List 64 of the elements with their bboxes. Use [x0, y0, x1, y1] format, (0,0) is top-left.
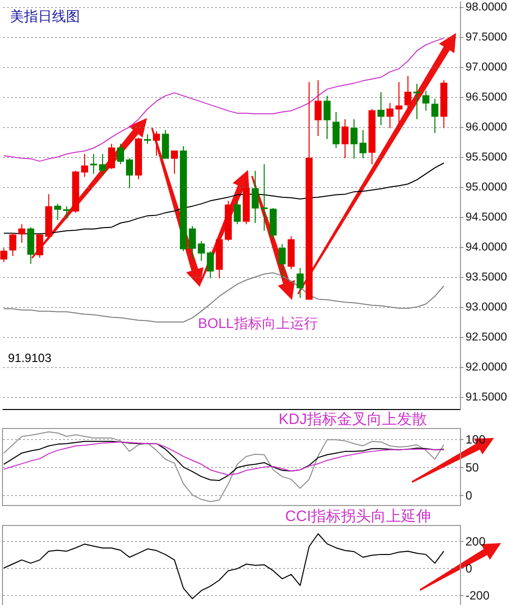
candlestick [324, 95, 331, 140]
y-tick-label: 94.5000 [466, 212, 508, 224]
y-tick-label: 98.0000 [466, 2, 508, 14]
candlestick [350, 118, 358, 160]
candlestick [296, 268, 304, 298]
candlestick [377, 92, 384, 126]
candlestick [162, 130, 169, 159]
y-tick-label: -200 [466, 588, 490, 602]
candlestick [117, 143, 124, 165]
candlestick [314, 80, 322, 136]
y-tick-label: 92.5000 [466, 332, 508, 344]
candlestick [404, 76, 412, 114]
y-tick-label: 93.0000 [466, 302, 508, 314]
y-tick-label: 0 [466, 488, 472, 502]
candlestick [260, 164, 268, 232]
chart-title: KDJ指标金叉向上发散 [278, 411, 428, 428]
candlestick [81, 154, 88, 178]
candlestick [152, 130, 160, 156]
candlestick [18, 224, 26, 244]
candlestick [9, 232, 16, 256]
candlestick [198, 240, 205, 262]
candlestick [99, 154, 106, 176]
candlestick [431, 98, 438, 134]
y-tick-label: 200 [466, 534, 486, 549]
candlestick [234, 200, 241, 225]
chart-title: CCI指标拐头向上延伸 [285, 508, 432, 525]
candlestick [395, 82, 402, 132]
candlestick [126, 158, 134, 189]
candlestick [54, 203, 62, 220]
line-series [3, 38, 444, 162]
candlestick [63, 206, 70, 220]
candlestick [90, 154, 98, 174]
candlestick [360, 130, 367, 159]
candlestick [188, 226, 196, 260]
y-tick-label: 96.5000 [466, 92, 508, 104]
candlestick [36, 233, 44, 258]
y-tick-label: 94.0000 [466, 242, 508, 254]
candlestick [170, 150, 178, 174]
candlestick [386, 102, 394, 129]
candlestick [422, 90, 430, 112]
candlestick [278, 244, 286, 279]
candlestick [342, 118, 349, 159]
y-tick-label: 50 [466, 460, 480, 475]
y-tick-label: 95.0000 [466, 182, 508, 194]
y-tick-label: 91.5000 [466, 392, 508, 404]
candlestick [206, 250, 214, 279]
candlestick [144, 134, 151, 144]
annotation: 91.9103 [8, 351, 52, 365]
candlestick [108, 143, 116, 170]
candlestick [0, 248, 8, 262]
y-tick-label: 95.5000 [466, 152, 508, 164]
y-tick-label: 97.0000 [466, 62, 508, 74]
y-tick-label: 92.0000 [466, 362, 508, 374]
text: 美指日线图 [10, 8, 80, 24]
candlestick [252, 170, 259, 224]
line-series [3, 533, 444, 600]
y-tick-label: 100 [466, 432, 486, 447]
candlestick [332, 112, 340, 148]
y-tick-label: 96.0000 [466, 122, 508, 134]
y-tick-label: 0 [466, 562, 472, 576]
annotation: BOLL指标向上运行 [198, 315, 318, 331]
y-tick-label: 97.5000 [466, 32, 508, 44]
y-tick-label: 93.5000 [466, 272, 508, 284]
candlestick [413, 83, 420, 120]
